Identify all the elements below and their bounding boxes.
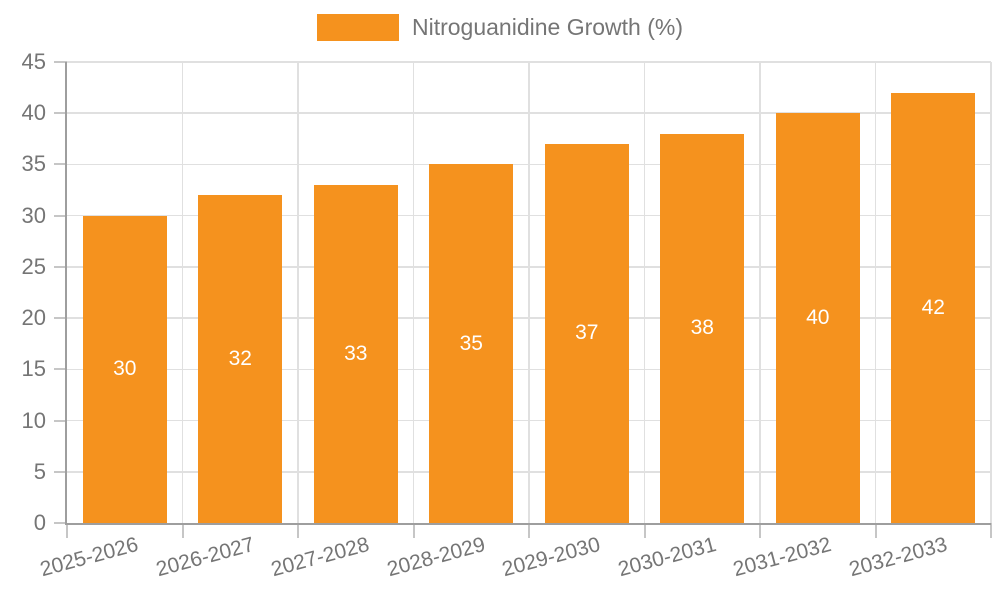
bar: [429, 164, 514, 523]
x-gridline: [643, 62, 646, 523]
x-tick-label: 2032-2033: [846, 532, 950, 582]
y-tick-mark: [54, 163, 67, 166]
x-tick-mark: [990, 523, 992, 538]
x-axis-line: [67, 523, 991, 525]
y-tick-mark: [54, 61, 67, 63]
x-gridline: [759, 62, 761, 523]
bar-value-label: 42: [921, 295, 945, 319]
x-gridline: [181, 62, 184, 523]
bar-value-label: 33: [344, 341, 368, 365]
x-gridline: [412, 62, 415, 523]
y-tick-label: 5: [33, 458, 46, 484]
y-tick-label: 10: [21, 407, 46, 433]
x-tick-mark: [643, 523, 646, 538]
y-tick-mark: [54, 317, 67, 320]
x-tick-label: 2025-2026: [37, 532, 141, 582]
x-gridline: [297, 62, 299, 523]
y-tick-mark: [54, 214, 67, 217]
bar-value-label: 35: [459, 331, 483, 355]
y-tick-mark: [54, 419, 67, 422]
y-tick-mark: [54, 112, 67, 115]
x-tick-mark: [874, 523, 877, 538]
x-tick-label: 2030-2031: [615, 532, 719, 582]
bar-value-label: 38: [690, 316, 714, 340]
legend-item[interactable]: Nitroguanidine Growth (%): [0, 14, 1000, 41]
x-tick-label: 2028-2029: [384, 532, 488, 582]
legend-swatch-icon: [316, 14, 399, 41]
bar: [660, 133, 745, 523]
x-gridline: [528, 62, 530, 523]
bar: [544, 143, 629, 523]
bar: [313, 184, 398, 523]
y-tick-mark: [54, 368, 67, 371]
bar-value-label: 32: [228, 347, 252, 371]
bar: [775, 113, 860, 523]
x-tick-label: 2029-2030: [499, 532, 603, 582]
y-tick-label: 45: [21, 49, 46, 74]
x-tick-label: 2027-2028: [268, 532, 372, 582]
legend-label: Nitroguanidine Growth (%): [411, 14, 683, 40]
y-tick-label: 20: [21, 305, 46, 331]
x-tick-mark: [297, 523, 299, 538]
bar-value-label: 40: [806, 306, 830, 330]
y-tick-mark: [54, 470, 67, 473]
x-tick-mark: [181, 523, 184, 538]
bar-value-label: 37: [575, 321, 599, 345]
x-tick-label: 2026-2027: [153, 532, 257, 582]
y-tick-mark: [54, 265, 67, 268]
x-gridline: [874, 62, 877, 523]
y-tick-label: 40: [21, 100, 46, 126]
y-tick-mark: [54, 522, 67, 524]
x-tick-mark: [412, 523, 415, 538]
x-tick-mark: [759, 523, 761, 538]
bar: [891, 92, 976, 523]
x-tick-mark: [66, 523, 68, 538]
bar: [82, 215, 167, 523]
y-tick-label: 15: [21, 356, 46, 382]
y-tick-label: 35: [21, 151, 46, 177]
x-gridline: [990, 62, 992, 523]
y-tick-label: 25: [21, 253, 46, 279]
x-tick-mark: [528, 523, 530, 538]
y-tick-label: 30: [21, 202, 46, 228]
bar: [198, 195, 283, 523]
bar-value-label: 30: [113, 357, 137, 381]
y-tick-label: 0: [33, 510, 46, 535]
x-tick-label: 2031-2032: [730, 532, 834, 582]
y-axis-line: [65, 62, 67, 525]
